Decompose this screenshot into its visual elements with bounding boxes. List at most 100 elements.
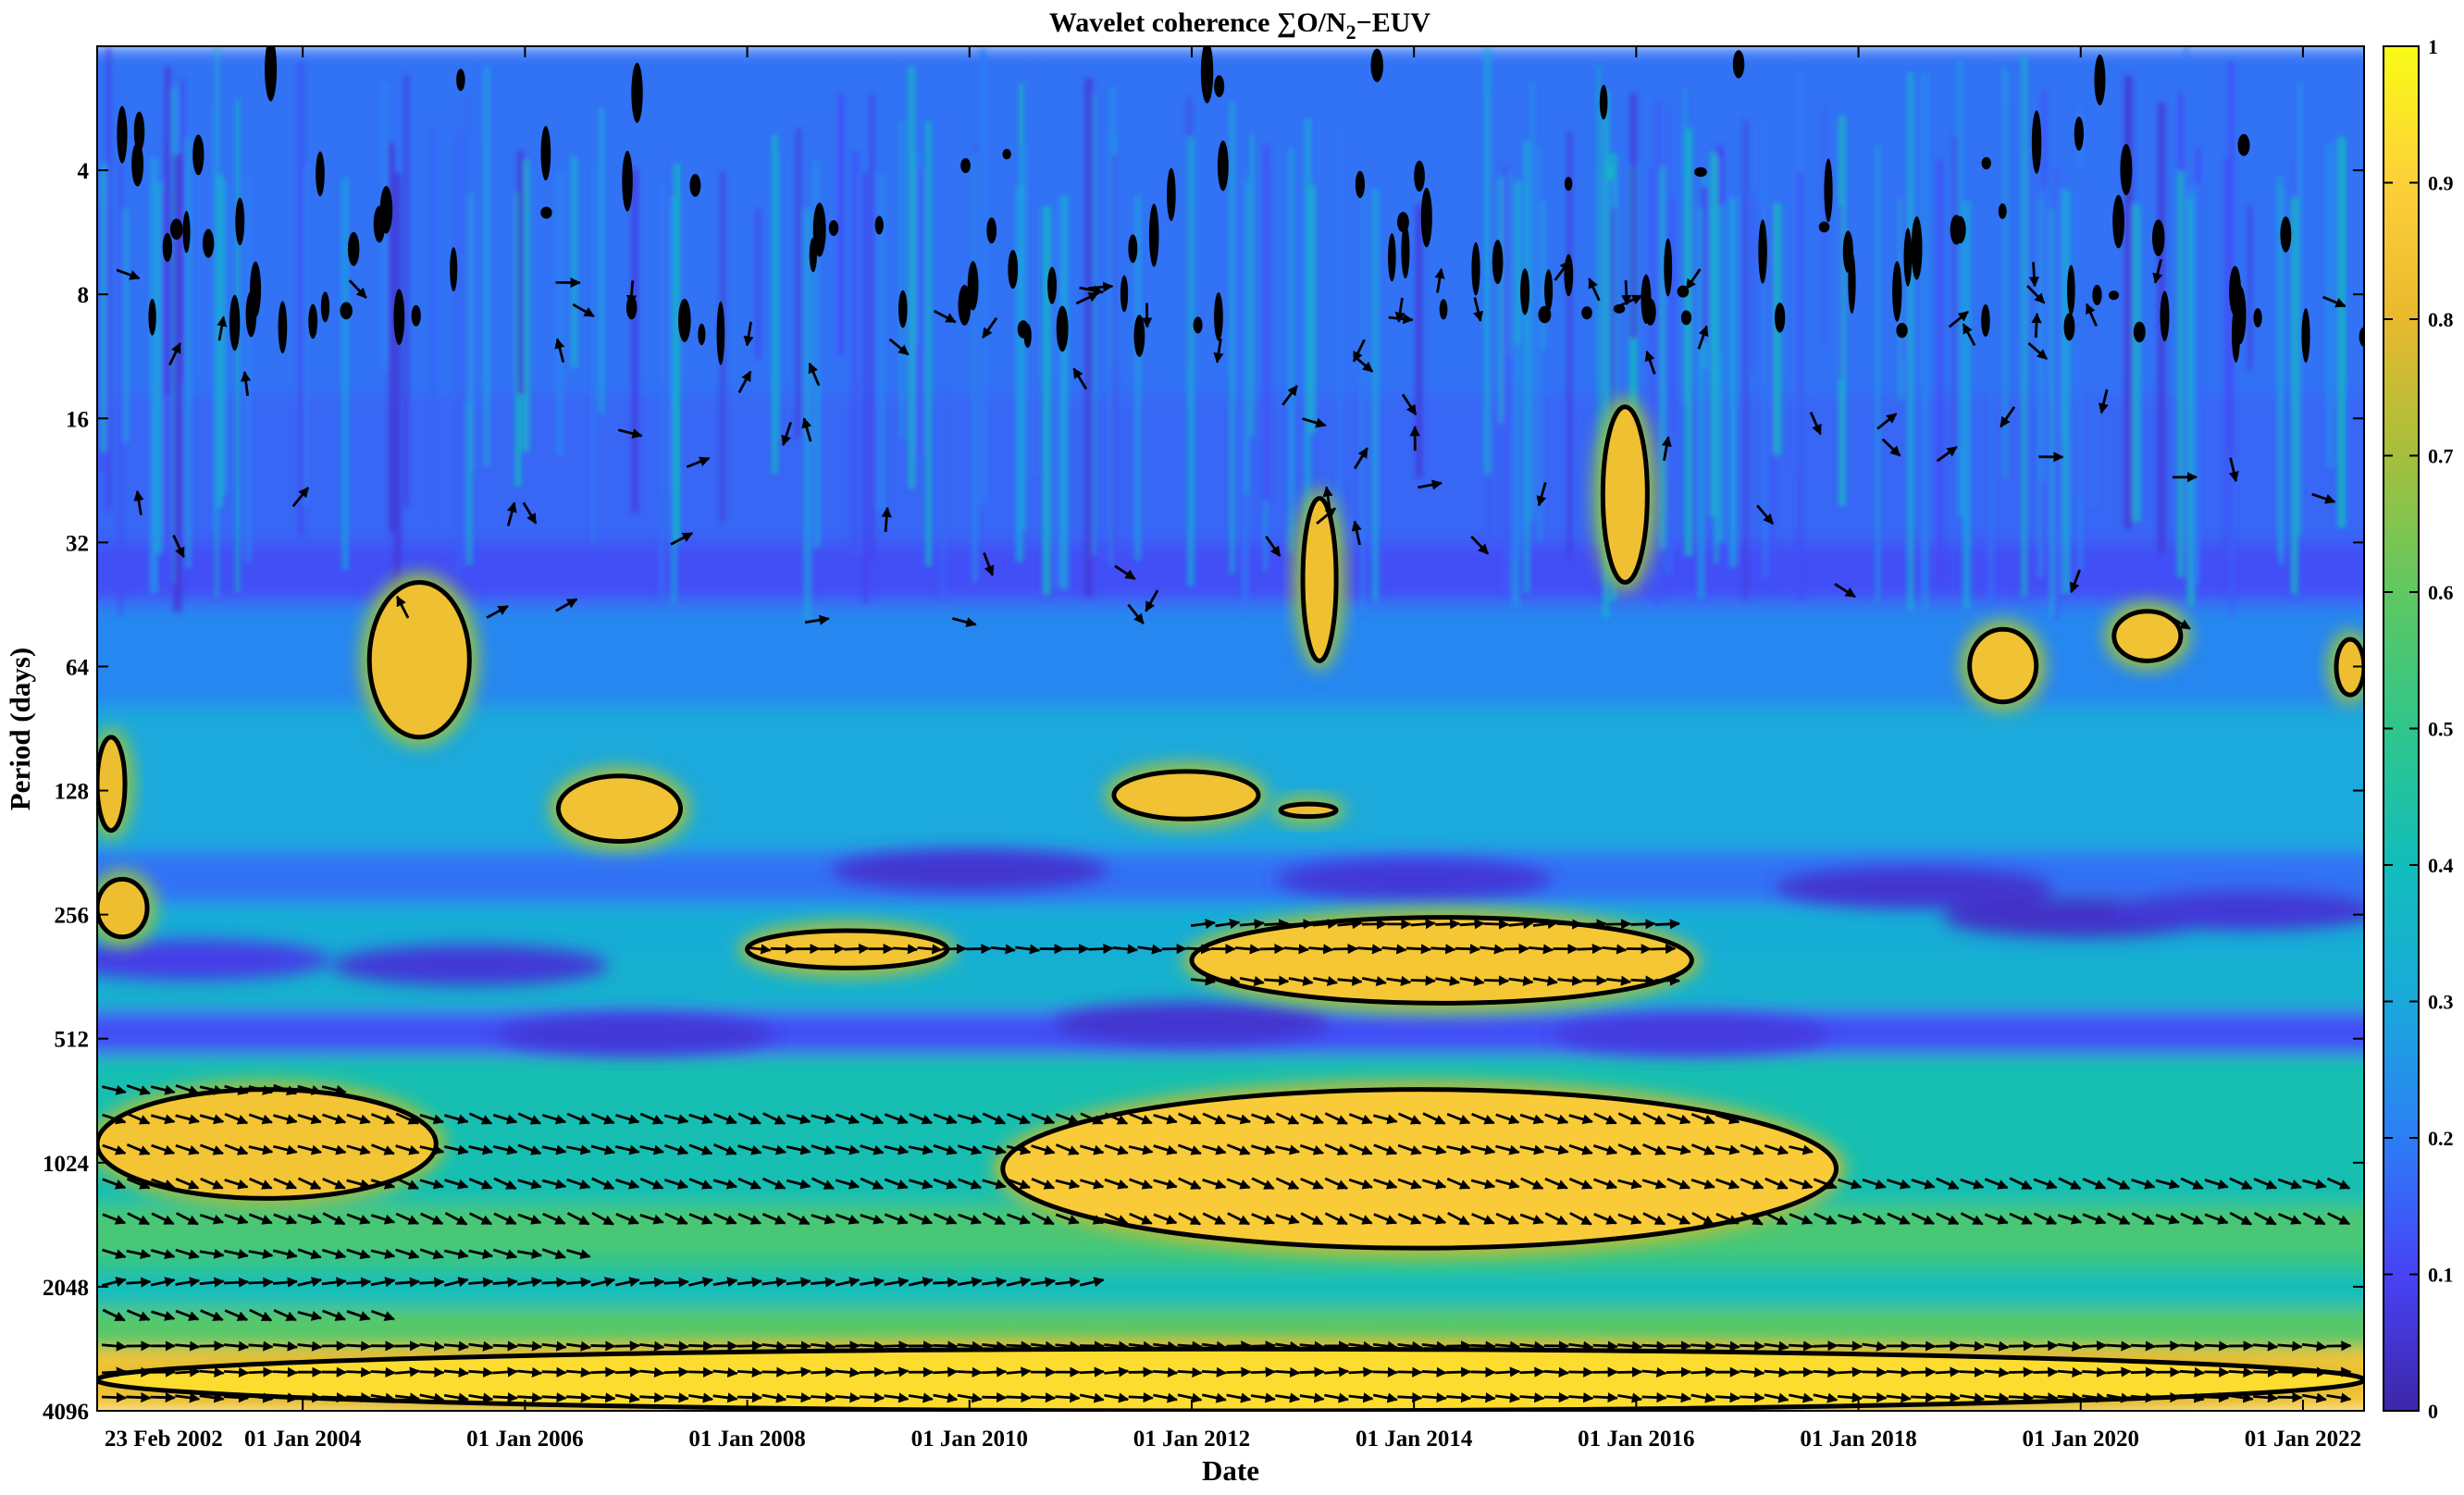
heatmap-streak [1352,164,1358,377]
phase-arrow [1666,1178,1691,1190]
phase-arrow [175,1341,201,1352]
heatmap-streak [1360,183,1365,615]
phase-arrow [1386,975,1412,986]
heatmap-streak [774,153,779,441]
phase-arrow [614,1366,640,1378]
heatmap-streak [1510,104,1517,557]
phase-arrow [1421,1144,1447,1155]
phase-arrow [1226,1143,1251,1155]
phase-arrow [2026,285,2046,304]
phase-arrow [1459,975,1485,986]
phase-arrow [346,1248,371,1260]
phase-arrow [1641,1179,1667,1190]
phase-arrow [1215,918,1241,930]
phase-arrow [860,1392,885,1403]
phase-arrow [175,1114,200,1125]
phase-arrow [468,1392,494,1403]
phase-arrow [102,1143,127,1155]
phase-arrow [590,1366,616,1378]
phase-arrow [933,1178,958,1190]
short-period-contour [2120,143,2133,195]
phase-arrow [982,1391,1008,1403]
heatmap-streak [1988,128,1994,609]
phase-arrow [761,1213,786,1225]
heatmap-streak [1611,207,1616,441]
heatmap-streak [2297,83,2302,535]
x-tick-label: 01 Jan 2006 [466,1427,583,1452]
phase-arrow [590,1341,616,1352]
phase-arrow [1348,1341,1374,1352]
short-period-contour [1981,303,1990,338]
phase-arrow [321,1248,347,1260]
short-period-contour [117,105,128,164]
phase-arrow [909,1179,934,1190]
phase-arrow [468,1341,494,1352]
phase-arrow [2326,1341,2352,1352]
phase-arrow [2082,1366,2108,1378]
phase-arrow [370,1277,396,1288]
phase-arrow [1300,1177,1324,1190]
heatmap-streak [2079,167,2086,502]
short-period-contour [1842,230,1853,273]
phase-arrow [224,1112,249,1125]
phase-arrow [737,1277,762,1288]
phase-arrow [1080,1179,1105,1190]
phase-arrow [321,1277,347,1288]
phase-arrow [712,1277,738,1288]
heatmap-streak [1901,191,1905,363]
phase-arrow [1226,1178,1251,1190]
heatmap-low-blob [830,849,1108,891]
phase-arrow [102,1178,127,1190]
phase-arrow [1568,1341,1594,1352]
phase-arrow [1372,1366,1399,1378]
phase-arrow [492,1113,518,1125]
phase-arrow [175,1309,200,1321]
phase-arrow [1006,1341,1032,1352]
phase-arrow [663,1114,689,1125]
phase-arrow [419,1179,445,1190]
phase-arrow [1642,1143,1666,1155]
phase-arrow [884,1277,910,1288]
phase-arrow [1862,1341,1888,1352]
phase-arrow [541,1144,567,1155]
phase-arrow [590,1112,615,1125]
phase-arrow [639,1341,665,1352]
short-period-contour [192,134,204,176]
phase-arrow [1619,294,1643,307]
phase-arrow [2204,1179,2229,1190]
short-period-contour [131,142,144,187]
phase-arrow [199,1114,225,1125]
phase-arrow [1275,1366,1301,1378]
short-period-contour [169,218,183,241]
phase-arrow [126,1366,152,1378]
heatmap-streak [1649,166,1654,595]
short-period-contour [393,289,405,345]
phase-arrow [102,1248,127,1260]
heatmap-streak [1015,186,1023,562]
heatmap-streak [1498,177,1503,424]
short-period-contour [2301,308,2310,363]
short-period-contour [1133,315,1145,357]
phase-arrow [1470,1144,1496,1155]
phase-arrow [1935,1392,1961,1403]
phase-arrow [522,501,538,525]
phase-arrow [1690,1366,1716,1378]
heatmap-streak [570,155,578,369]
phase-arrow [1190,919,1216,930]
phase-arrow [1397,1341,1423,1352]
phase-arrow [151,1310,176,1321]
phase-arrow [1177,1366,1203,1378]
phase-arrow [1764,1366,1789,1378]
heatmap-streak [870,94,874,562]
phase-arrow [272,1392,299,1403]
region-fill [2335,639,2364,696]
phase-arrow [1543,1144,1569,1155]
phase-arrow [1494,1392,1521,1403]
heatmap-streak [2132,204,2141,522]
phase-arrow [1397,1112,1422,1125]
heatmap-streak [876,174,885,512]
short-period-contour [2063,313,2075,341]
phase-arrow [199,1213,225,1225]
phase-arrow [443,1341,469,1352]
phase-arrow [712,1366,738,1378]
